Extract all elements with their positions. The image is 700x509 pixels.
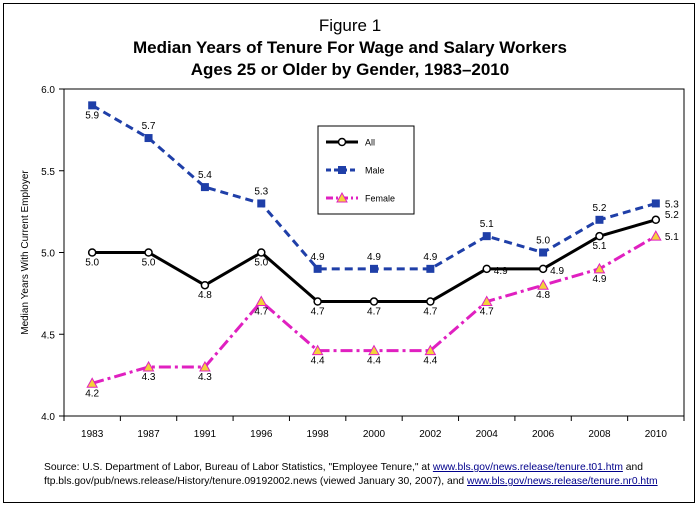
point-female [649,230,662,241]
point-male [539,248,548,257]
legend-marker-female [336,191,348,203]
data-label-male: 5.9 [85,110,99,121]
data-label-female: 4.8 [536,290,550,301]
source-mid: and ftp.bls.gov/pub/news.release/History… [44,462,643,487]
point-female [537,279,549,290]
data-label-male: 5.7 [142,121,156,132]
x-tick-label: 2002 [419,429,442,440]
point-female [480,295,493,307]
legend-marker-male [338,166,346,174]
point-female [593,262,606,274]
data-label-all: 5.1 [593,241,607,252]
data-label-all: 5.0 [142,258,156,269]
point-male [200,183,209,192]
chart-title-line-2: Ages 25 or Older by Gender, 1983–2010 [191,60,509,79]
point-male [426,264,435,273]
data-label-female: 4.3 [142,372,156,383]
x-tick-label: 2000 [363,429,386,440]
data-label-female: 4.7 [254,307,268,318]
data-label-female: 5.1 [665,232,679,243]
x-tick-label: 1996 [250,429,273,440]
data-label-female: 4.2 [85,388,99,399]
data-label-male: 5.2 [593,203,607,214]
x-tick-label: 1983 [81,429,104,440]
x-tick-label: 2008 [588,429,611,440]
point-all [595,231,604,241]
figure-label: Figure 1 [319,16,381,35]
data-label-male: 4.9 [367,252,381,263]
data-label-all: 4.7 [311,307,325,318]
data-label-male: 5.1 [480,219,494,230]
y-tick-label: 5.0 [41,249,55,260]
data-label-all: 4.7 [423,307,437,318]
data-label-male: 5.3 [254,186,268,197]
point-all [482,264,491,274]
point-female [255,295,268,307]
point-male [88,101,97,110]
figure-frame [3,3,695,503]
data-label-male: 5.3 [665,199,679,210]
source-prefix: Source: U.S. Department of Labor, Bureau… [44,462,433,473]
data-label-all: 5.0 [254,258,268,269]
point-all [144,248,153,257]
data-label-female: 4.4 [423,356,437,367]
legend-label-all: All [365,138,375,148]
point-male [482,232,491,241]
legend-marker-all [337,137,347,147]
data-label-all: 4.8 [198,290,212,301]
y-axis-title: Median Years With Current Employer [20,170,31,335]
data-label-female: 4.4 [311,356,325,367]
point-male [144,134,153,143]
source-link-tenure-t01[interactable]: www.bls.gov/news.release/tenure.t01.htm [432,462,623,473]
source-link-tenure-nr0[interactable]: www.bls.gov/news.release/tenure.nr0.htm [467,476,658,487]
point-male [313,264,322,273]
data-label-female: 4.3 [198,372,212,383]
point-female [199,360,211,372]
x-tick-label: 1987 [137,429,160,440]
data-label-all: 5.0 [85,258,99,269]
point-all [200,280,210,290]
data-label-all: 5.2 [665,210,679,221]
data-label-female: 4.7 [480,307,494,318]
point-female [368,344,380,356]
x-tick-label: 2010 [645,429,668,440]
data-label-male: 4.9 [311,252,325,263]
data-label-all: 4.7 [367,307,381,318]
y-tick-label: 4.0 [41,412,55,423]
data-label-female: 4.9 [593,274,607,285]
data-label-male: 5.0 [536,236,550,247]
point-female [424,344,437,356]
x-tick-label: 1991 [194,429,217,440]
y-tick-label: 6.0 [41,85,55,96]
point-all [87,248,97,257]
data-label-male: 5.4 [198,170,212,181]
point-all [651,215,661,225]
y-tick-label: 5.5 [41,167,55,178]
data-label-all: 4.9 [494,266,508,277]
point-all [313,297,322,306]
data-label-female: 4.4 [367,356,381,367]
point-male [651,199,660,208]
point-female [142,360,155,372]
data-label-male: 4.9 [423,252,437,263]
point-all [426,297,435,306]
source-note: Source: U.S. Department of Labor, Bureau… [44,461,684,489]
x-tick-label: 2004 [476,429,499,440]
y-tick-label: 4.5 [41,330,55,341]
chart-title-line-1: Median Years of Tenure For Wage and Sala… [133,38,567,57]
point-female [311,344,324,356]
x-tick-label: 2006 [532,429,555,440]
x-tick-label: 1998 [307,429,330,440]
data-label-all: 4.9 [550,266,564,277]
point-male [370,264,378,273]
point-male [595,215,604,224]
point-all [538,264,548,274]
point-all [257,248,266,257]
legend-label-male: Male [365,166,385,176]
legend-label-female: Female [365,194,395,204]
point-male [257,199,266,208]
point-female [86,377,99,388]
point-all [369,297,379,306]
